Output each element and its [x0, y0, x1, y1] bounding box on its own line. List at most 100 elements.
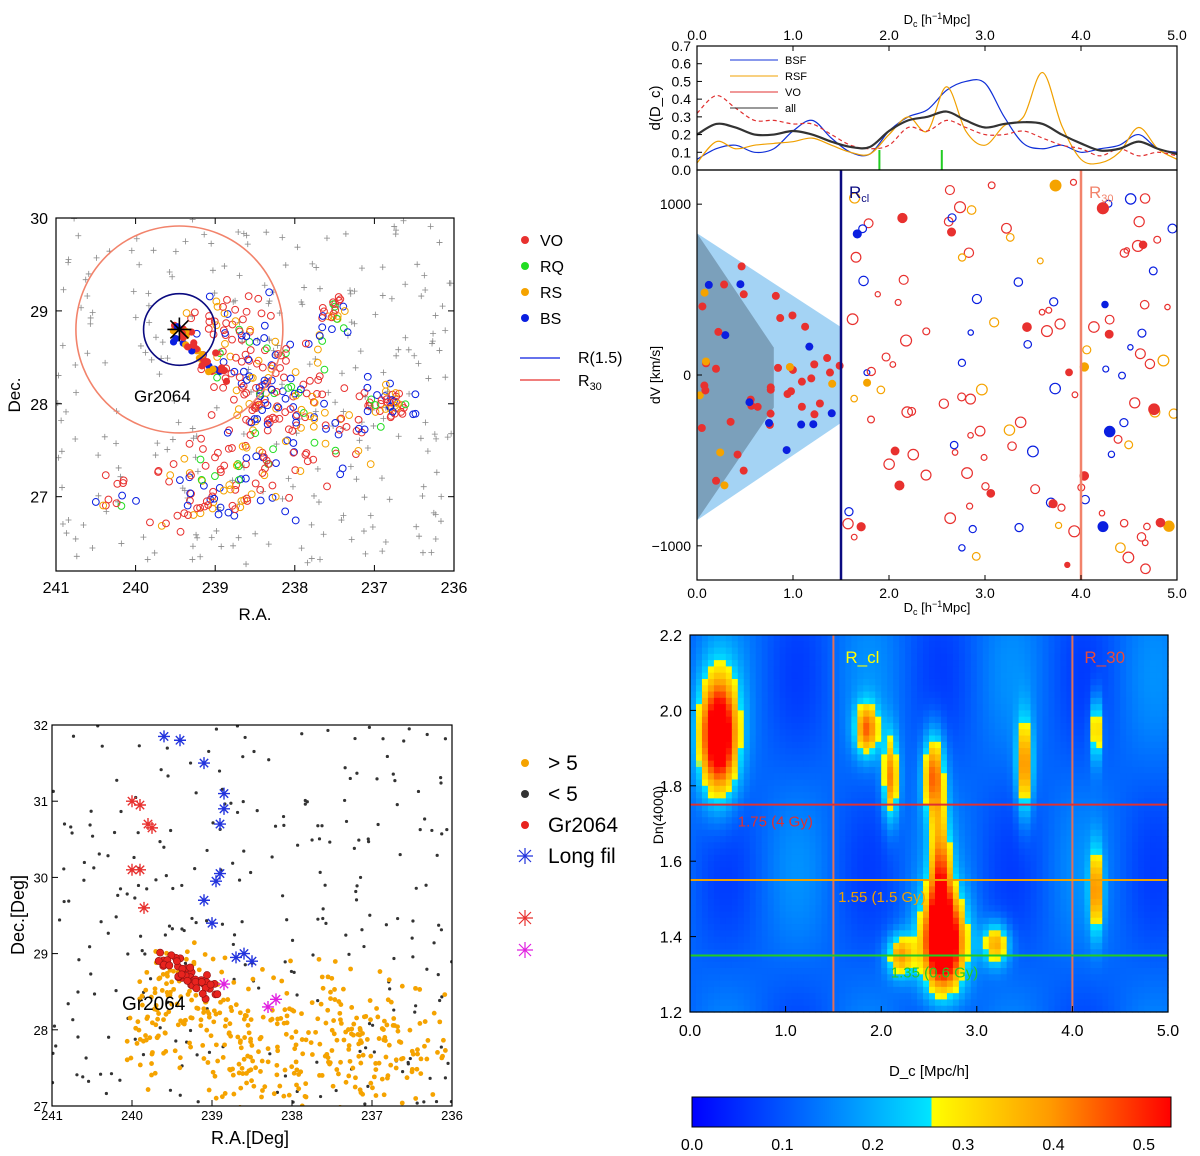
heat-cell	[994, 760, 1002, 768]
heat-cell	[970, 704, 978, 711]
field-dot	[326, 728, 330, 733]
heat-cell	[917, 748, 924, 755]
heat-cell	[725, 823, 733, 831]
heat-cell	[875, 647, 882, 655]
heat-cell	[851, 741, 858, 749]
galaxy-open	[226, 352, 235, 361]
heat-cell	[929, 848, 936, 856]
galaxy-filled	[1104, 329, 1114, 339]
sky-map-top-left-frame	[55, 217, 455, 572]
field-galaxy-plus	[118, 540, 125, 547]
heat-cell	[994, 792, 1002, 799]
member-filled	[739, 466, 748, 475]
heat-cell	[755, 741, 763, 749]
heat-cell	[1066, 836, 1073, 843]
heat-cell	[785, 635, 793, 642]
field-galaxy-plus	[406, 390, 413, 397]
density-profile-top-right: Dc [h−1Mpc] 0.0 1.0 2.0 3.0 4.0 5.00.00.10.20…	[647, 11, 1187, 178]
heat-cell	[767, 741, 775, 749]
heat-cell	[713, 735, 721, 743]
y-tick-label: 29	[34, 947, 48, 962]
dense-dot	[152, 1006, 157, 1012]
member-filled	[739, 290, 748, 299]
heat-cell	[725, 672, 733, 680]
x-tick-label: 1.0	[783, 585, 803, 601]
galaxy-open	[296, 467, 305, 475]
heat-cell	[767, 861, 775, 869]
field-galaxy-plus	[360, 528, 367, 535]
heat-cell	[743, 836, 751, 843]
heat-cell	[1102, 817, 1109, 825]
galaxy-open	[318, 337, 327, 345]
dense-dot	[459, 1039, 464, 1044]
heat-cell	[917, 704, 924, 711]
galaxy-open	[216, 503, 225, 512]
heat-cell	[1114, 653, 1121, 661]
heat-cell	[1114, 829, 1121, 837]
heat-cell	[923, 672, 930, 680]
heat-cell	[821, 710, 829, 718]
heat-cell	[1120, 854, 1127, 862]
heat-cell	[851, 779, 858, 787]
heat-cell	[952, 785, 960, 793]
galaxy-open	[391, 389, 400, 397]
heat-cell	[1042, 729, 1050, 737]
phase-space-xlabel: Dc [h−1Mpc]	[904, 599, 971, 617]
heat-cell	[923, 754, 930, 762]
heat-cell	[725, 836, 733, 843]
heat-cell	[707, 785, 715, 793]
field-dot	[267, 758, 271, 762]
heat-cell	[779, 779, 787, 787]
heat-cell	[1066, 647, 1073, 655]
heat-cell	[773, 722, 781, 730]
heat-cell	[881, 817, 888, 825]
heat-cell	[1048, 653, 1056, 661]
heat-cell	[863, 773, 870, 781]
heat-cell	[719, 873, 727, 881]
heat-cell	[797, 741, 805, 749]
heat-cell	[1120, 685, 1127, 693]
heat-cell	[845, 666, 852, 674]
dense-dot	[271, 1114, 276, 1119]
heat-cell	[911, 823, 918, 831]
field-dot	[425, 967, 429, 971]
galaxy-open	[363, 407, 372, 416]
galaxy-open	[957, 392, 967, 402]
heat-cell	[1060, 766, 1068, 774]
field-dot	[334, 1088, 338, 1093]
dense-dot	[213, 1011, 219, 1017]
field-dot	[70, 831, 74, 835]
legend-label: RSF	[785, 71, 807, 83]
heat-cell	[749, 873, 757, 881]
heat-cell	[815, 691, 823, 699]
heat-cell	[713, 729, 721, 737]
heat-cell	[1108, 685, 1115, 693]
heat-cell	[964, 854, 972, 862]
galaxy-open	[355, 392, 364, 401]
heat-cell	[690, 685, 697, 693]
y-tick-label: 27	[30, 490, 48, 507]
dense-dot	[407, 1027, 413, 1033]
heat-cell	[1102, 760, 1109, 768]
heat-cell	[1096, 741, 1103, 749]
heat-cell	[1024, 685, 1032, 693]
heat-cell	[737, 792, 745, 799]
galaxy-open	[844, 507, 854, 517]
field-dot	[292, 970, 296, 975]
heat-cell	[737, 678, 745, 686]
heat-cell	[893, 748, 900, 755]
field-galaxy-plus	[73, 389, 80, 396]
heat-cell	[994, 854, 1002, 862]
heat-cell	[731, 647, 739, 655]
field-dot	[62, 822, 67, 826]
heat-cell	[1018, 754, 1026, 762]
galaxy-open	[1036, 257, 1044, 265]
heat-cell	[899, 647, 906, 655]
heat-cell	[833, 817, 840, 825]
dense-dot	[332, 987, 337, 992]
galaxy-open	[286, 340, 295, 349]
field-dot	[388, 987, 392, 991]
heat-cell	[1108, 823, 1115, 831]
galaxy-open	[899, 334, 913, 347]
heat-cell	[737, 836, 745, 843]
